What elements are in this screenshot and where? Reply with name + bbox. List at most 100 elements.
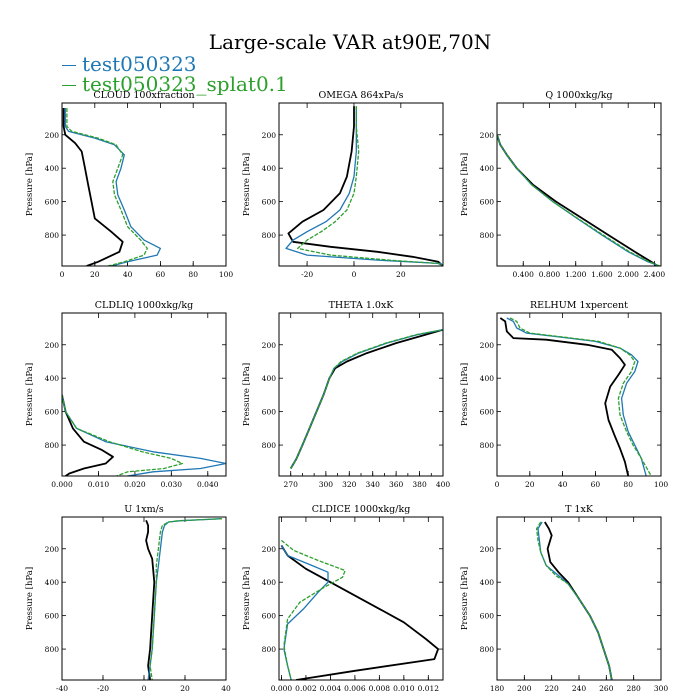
y-tick-label: 600 xyxy=(45,198,60,207)
subplot-title: OMEGA 864xPa/s xyxy=(318,90,403,101)
y-axis-label: Pressure [hPa] xyxy=(242,153,252,216)
subplot-title: T 1xK xyxy=(565,504,594,515)
x-tick-label: 280 xyxy=(627,684,642,693)
plot-frame xyxy=(61,102,227,267)
y-tick-label: 800 xyxy=(262,231,277,240)
x-tick-label: 300 xyxy=(654,684,669,693)
x-tick-label: 0.000 xyxy=(271,684,293,693)
y-tick-label: 600 xyxy=(480,198,495,207)
x-tick-label: 400 xyxy=(436,480,451,489)
y-tick-label: 600 xyxy=(480,408,495,417)
plot-frame xyxy=(61,312,227,477)
legend-entry-1: test050323 xyxy=(62,52,197,76)
x-tick-label: 0.002 xyxy=(295,684,317,693)
x-tick-label: 380 xyxy=(412,480,427,489)
y-tick-label: 800 xyxy=(45,645,60,654)
x-tick-label: 1.600 xyxy=(591,270,613,279)
x-tick-label: 0.030 xyxy=(161,480,183,489)
y-axis-label: Pressure [hPa] xyxy=(460,567,470,630)
x-tick-label: 20 xyxy=(180,684,190,693)
x-tick-label: 100 xyxy=(654,480,669,489)
x-tick-label: 200 xyxy=(517,684,532,693)
x-tick-label: 2.400 xyxy=(644,270,666,279)
plot-frame xyxy=(496,312,662,477)
x-tick-label: 240 xyxy=(572,684,587,693)
y-tick-label: 800 xyxy=(45,231,60,240)
x-tick-label: -20 xyxy=(97,684,109,693)
subplot-title: RELHUM 1xpercent xyxy=(530,300,628,311)
plot-frame xyxy=(278,516,444,681)
x-tick-label: 80 xyxy=(623,480,633,489)
subplot-8: CLDICE 1000xkg/kg Pressure [hPa] 200 400 600… xyxy=(242,504,444,693)
y-tick-label: 400 xyxy=(45,164,60,173)
legend-label: test050323 xyxy=(82,52,197,76)
y-tick-label: 400 xyxy=(480,578,495,587)
series-line-3 xyxy=(62,394,183,476)
y-tick-label: 200 xyxy=(262,341,277,350)
x-tick-label: 320 xyxy=(342,480,357,489)
series-line-1 xyxy=(544,521,613,680)
x-tick-label: 300 xyxy=(319,480,334,489)
x-tick-label: 0.010 xyxy=(88,480,110,489)
y-tick-label: 200 xyxy=(45,131,60,140)
x-tick-label: 340 xyxy=(366,480,381,489)
x-tick-label: 270 xyxy=(284,480,299,489)
series-line-2 xyxy=(506,317,647,476)
series-line-3 xyxy=(497,134,660,266)
x-tick-label: 0.006 xyxy=(344,684,366,693)
y-tick-label: 400 xyxy=(45,374,60,383)
legend-label: test050323_splat0.1 xyxy=(82,72,288,96)
x-tick-label: 0.020 xyxy=(124,480,146,489)
series-line-2 xyxy=(497,134,660,266)
series-line-3 xyxy=(297,106,443,266)
series-line-2 xyxy=(280,545,329,680)
subplot-title: Q 1000xkg/kg xyxy=(545,90,612,101)
x-tick-label: 0.012 xyxy=(418,684,440,693)
x-tick-label: 1.200 xyxy=(565,270,587,279)
x-tick-label: 60 xyxy=(156,270,166,279)
legend-line-swatch xyxy=(62,65,76,66)
y-tick-label: 600 xyxy=(45,408,60,417)
x-tick-label: 80 xyxy=(188,270,198,279)
y-axis-label: Pressure [hPa] xyxy=(25,153,35,216)
y-tick-label: 400 xyxy=(262,164,277,173)
plot-frame xyxy=(278,312,444,477)
subplot-title: CLDICE 1000xkg/kg xyxy=(312,504,411,515)
x-tick-label: 220 xyxy=(545,684,560,693)
y-axis-label: Pressure [hPa] xyxy=(460,363,470,426)
plot-frame xyxy=(496,102,662,267)
x-tick-label: 20 xyxy=(396,270,406,279)
x-tick-label: 0.004 xyxy=(320,684,342,693)
series-line-1 xyxy=(62,394,114,476)
x-tick-label: 0.040 xyxy=(197,480,219,489)
x-tick-label: -40 xyxy=(56,684,68,693)
series-line-2 xyxy=(64,108,162,266)
y-tick-label: 400 xyxy=(262,374,277,383)
series-line-2 xyxy=(62,394,226,476)
x-tick-label: 2.000 xyxy=(617,270,639,279)
y-tick-label: 600 xyxy=(262,408,277,417)
y-tick-label: 400 xyxy=(45,578,60,587)
y-tick-label: 800 xyxy=(480,231,495,240)
series-line-3 xyxy=(509,317,652,476)
y-tick-label: 600 xyxy=(262,198,277,207)
series-line-3 xyxy=(66,108,148,266)
plot-frame xyxy=(278,102,444,267)
series-line-1 xyxy=(280,544,440,680)
x-tick-label: -20 xyxy=(301,270,313,279)
y-tick-label: 200 xyxy=(262,545,277,554)
y-tick-label: 200 xyxy=(480,131,495,140)
x-tick-label: 260 xyxy=(599,684,614,693)
y-tick-label: 600 xyxy=(45,612,60,621)
series-line-2 xyxy=(285,106,443,266)
legend-line-swatch xyxy=(62,85,76,86)
y-axis-label: Pressure [hPa] xyxy=(242,363,252,426)
y-axis-label: Pressure [hPa] xyxy=(460,153,470,216)
x-tick-label: 20 xyxy=(90,270,100,279)
x-tick-label: 100 xyxy=(219,270,234,279)
x-tick-label: 40 xyxy=(221,684,231,693)
y-axis-label: Pressure [hPa] xyxy=(25,567,35,630)
